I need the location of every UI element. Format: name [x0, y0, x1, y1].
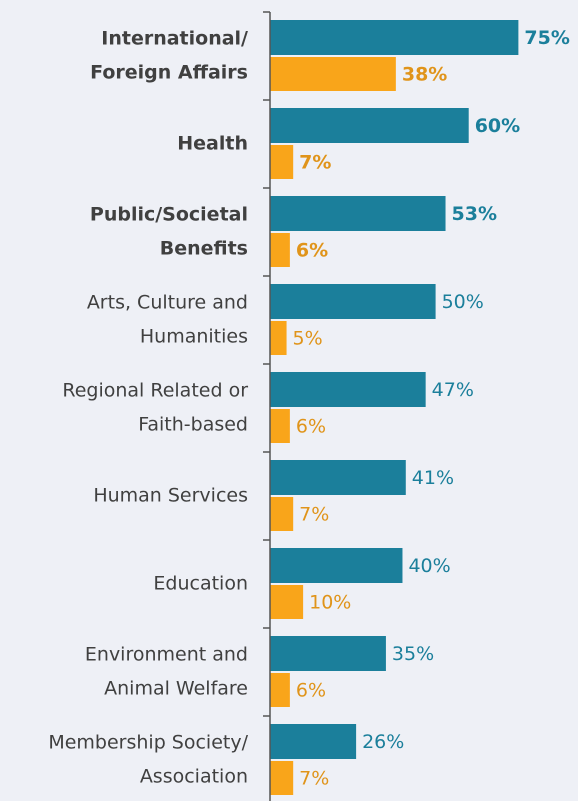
bar: [270, 585, 304, 619]
value-label: 26%: [362, 731, 404, 753]
category-label: Public/Societal: [90, 204, 248, 226]
category-label: Arts, Culture and: [87, 292, 248, 314]
bar: [270, 108, 469, 143]
category-label: Association: [140, 766, 248, 788]
bar: [270, 409, 290, 443]
bar: [270, 20, 519, 55]
value-label: 53%: [452, 203, 497, 225]
bar: [270, 233, 290, 267]
bar: [270, 548, 403, 583]
category-label: Environment and: [85, 644, 248, 666]
value-label: 40%: [408, 555, 450, 577]
value-label: 6%: [296, 680, 326, 702]
value-label: 7%: [299, 152, 331, 174]
value-label: 50%: [442, 291, 484, 313]
category-label: Benefits: [160, 238, 248, 260]
category-label: Humanities: [140, 326, 248, 348]
value-label: 60%: [475, 115, 520, 137]
value-label: 5%: [293, 328, 323, 350]
value-label: 75%: [524, 27, 569, 49]
bar: [270, 196, 446, 231]
value-label: 41%: [412, 467, 454, 489]
category-label: Human Services: [93, 485, 248, 507]
value-label: 6%: [296, 240, 328, 262]
value-label: 47%: [432, 379, 474, 401]
category-label: Regional Related or: [62, 380, 248, 402]
category-label: Health: [177, 133, 248, 155]
category-label: Education: [153, 573, 248, 595]
bar: [270, 761, 294, 795]
bar: [270, 145, 294, 179]
value-label: 7%: [299, 504, 329, 526]
bar: [270, 372, 426, 407]
bar: [270, 321, 287, 355]
bar: [270, 284, 436, 319]
value-label: 38%: [402, 64, 447, 86]
value-label: 35%: [392, 643, 434, 665]
category-label: Animal Welfare: [104, 678, 248, 700]
bar: [270, 636, 386, 671]
bar: [270, 673, 290, 707]
value-label: 6%: [296, 416, 326, 438]
bar: [270, 460, 406, 495]
category-label: Membership Society/: [48, 732, 248, 754]
bar: [270, 57, 396, 91]
value-label: 7%: [299, 768, 329, 790]
bar: [270, 724, 357, 759]
category-label: Foreign Affairs: [90, 62, 248, 84]
category-label: International/: [101, 28, 248, 50]
value-label: 10%: [309, 592, 351, 614]
bar: [270, 497, 294, 531]
category-label: Faith-based: [138, 414, 248, 436]
